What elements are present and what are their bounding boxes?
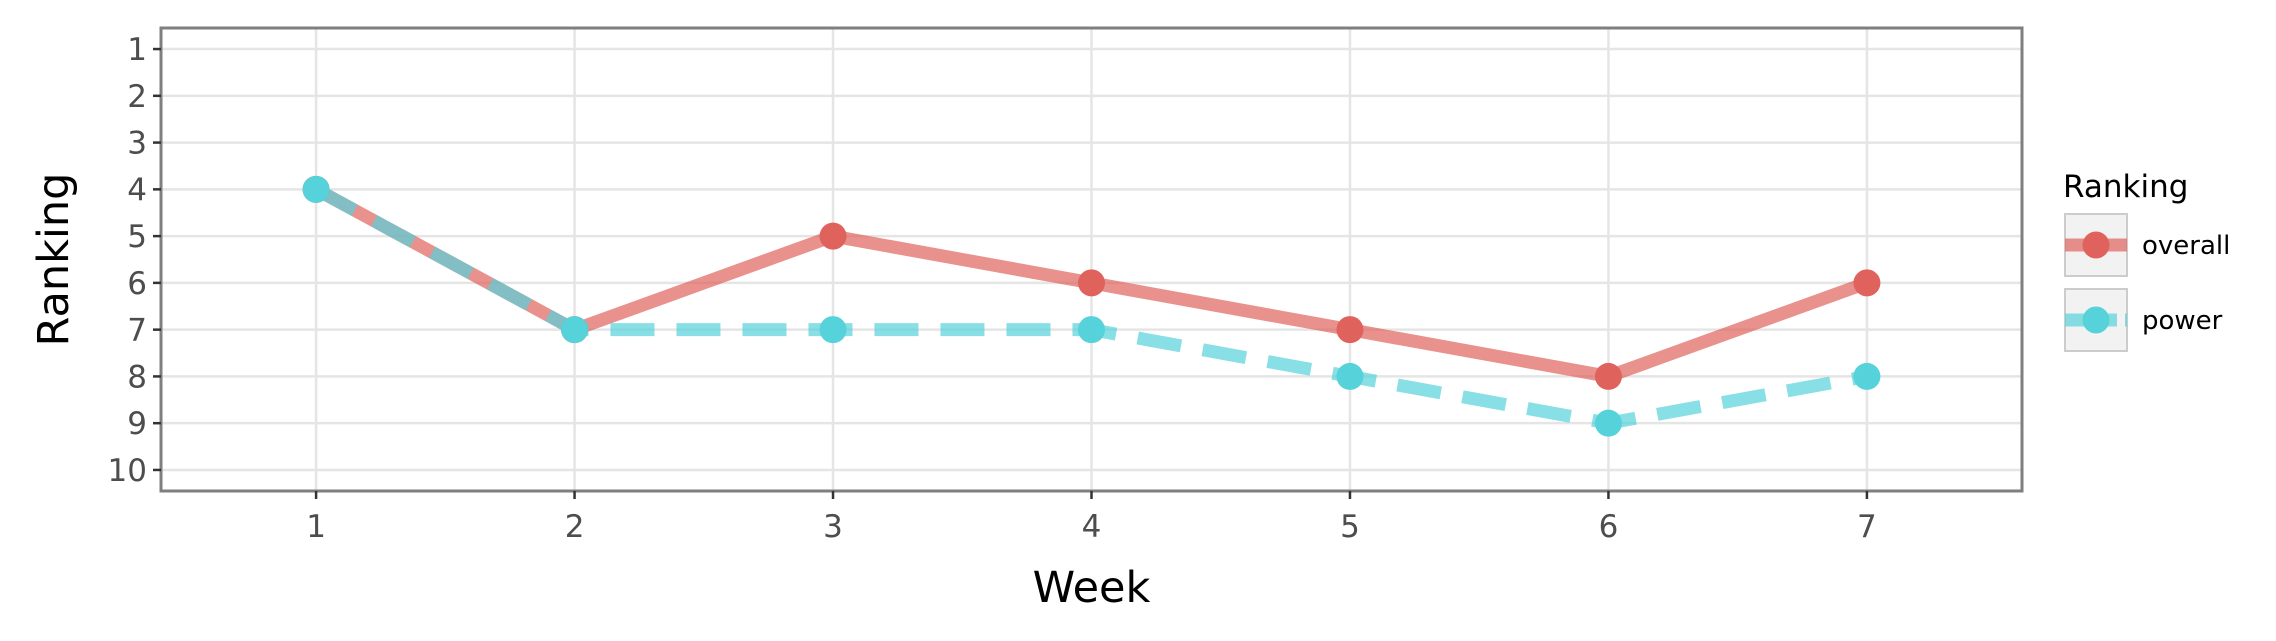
legend-marker-overall: [2082, 231, 2110, 259]
data-point-overall: [819, 222, 847, 250]
y-tick-label: 7: [127, 313, 147, 349]
x-tick-label: 4: [1082, 509, 1102, 545]
x-axis-title: Week: [1033, 563, 1151, 613]
y-tick-label: 3: [127, 126, 147, 162]
y-axis-title: Ranking: [29, 173, 79, 347]
data-point-power: [1853, 362, 1881, 390]
y-tick-label: 9: [127, 406, 147, 442]
y-tick-label: 10: [108, 453, 147, 489]
data-point-overall: [1078, 269, 1105, 297]
data-point-overall: [1336, 316, 1364, 344]
legend-title: Ranking: [2063, 169, 2188, 205]
x-tick-label: 2: [565, 509, 585, 545]
x-tick-label: 7: [1857, 509, 1877, 545]
x-tick-label: 1: [306, 509, 326, 545]
data-point-power: [819, 316, 847, 344]
legend-label-power: power: [2142, 306, 2223, 336]
data-point-power: [1336, 362, 1364, 390]
y-tick-label: 5: [127, 219, 147, 255]
legend-label-overall: overall: [2142, 231, 2230, 261]
data-point-power: [1594, 409, 1622, 437]
data-point-overall: [1853, 269, 1881, 297]
y-tick-label: 8: [127, 359, 147, 395]
y-tick-label: 6: [127, 266, 147, 302]
data-point-power: [561, 316, 589, 344]
x-tick-label: 3: [823, 509, 843, 545]
axes: 1 2 3 4 5 6 7 1 2 3 4 5 6 7 8 9 10: [108, 32, 1877, 545]
x-tick-label: 5: [1340, 509, 1360, 545]
data-point-power: [302, 175, 330, 203]
legend-marker-power: [2082, 306, 2110, 334]
x-tick-label: 6: [1599, 509, 1619, 545]
legend: Ranking overall power: [2063, 169, 2230, 352]
y-tick-label: 4: [127, 172, 147, 208]
series-layer: [302, 175, 1881, 437]
y-tick-label: 2: [127, 79, 147, 115]
y-tick-label: 1: [127, 32, 147, 68]
data-point-overall: [1594, 362, 1622, 390]
data-point-power: [1078, 316, 1105, 344]
